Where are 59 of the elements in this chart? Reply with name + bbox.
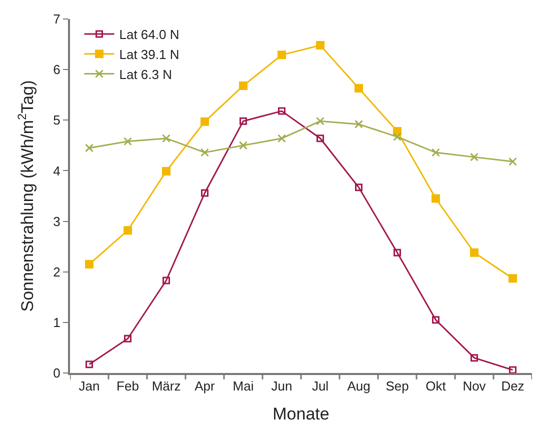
x-tick-label: Jun [271, 378, 292, 394]
point [470, 248, 478, 257]
point [124, 334, 132, 342]
point [200, 117, 209, 126]
x-tick-label: Sep [386, 378, 409, 394]
point [124, 226, 132, 235]
x-tick-label: Dez [501, 378, 524, 394]
point [432, 148, 440, 157]
point [278, 107, 286, 115]
point [394, 248, 401, 256]
y-tick-label: 5 [53, 112, 60, 128]
point [240, 117, 247, 125]
point [200, 148, 209, 157]
x-tick-label: Mai [232, 378, 254, 394]
point [278, 50, 286, 60]
x-tick-label: Aug [347, 378, 370, 394]
y-tick-label: 7 [53, 12, 60, 27]
point [432, 194, 440, 203]
legend-label: Lat 39.1 N [119, 46, 180, 62]
point [354, 84, 363, 93]
x-tick-label: Okt [426, 378, 446, 394]
x-tick-label: März [152, 378, 181, 394]
x-tick-label: Jan [78, 378, 100, 394]
point [316, 134, 324, 142]
point [355, 184, 362, 192]
x-tick-label: Nov [462, 378, 486, 394]
point [508, 157, 517, 166]
point [162, 276, 170, 284]
point [509, 366, 516, 374]
y-tick-label: 6 [53, 62, 60, 78]
x-tick-label: Jul [312, 378, 329, 394]
point [278, 134, 286, 143]
legend-label: Lat 64.0 N [119, 27, 180, 42]
legend-label: Lat 6.3 N [119, 66, 172, 82]
y-tick-label: 0 [53, 366, 60, 381]
point [162, 134, 170, 143]
point [508, 274, 517, 283]
point [470, 354, 478, 362]
point [316, 116, 324, 126]
point [124, 137, 132, 146]
point [393, 132, 402, 142]
x-tick-label: Feb [116, 378, 139, 394]
x-tick-label: Apr [194, 378, 216, 394]
point [239, 82, 248, 90]
point [86, 360, 93, 368]
x-axis-title: Monate [272, 404, 330, 424]
point [85, 144, 94, 152]
point [239, 141, 248, 150]
point [316, 41, 324, 50]
point [470, 152, 478, 162]
y-tick-label: 3 [53, 214, 60, 229]
point [85, 260, 94, 269]
point [201, 189, 208, 197]
y-tick-label: 1 [53, 314, 60, 330]
point [354, 120, 363, 128]
y-tick-label: 4 [53, 163, 60, 178]
y-tick-label: 2 [53, 264, 60, 280]
point [162, 166, 170, 176]
point [432, 316, 440, 324]
